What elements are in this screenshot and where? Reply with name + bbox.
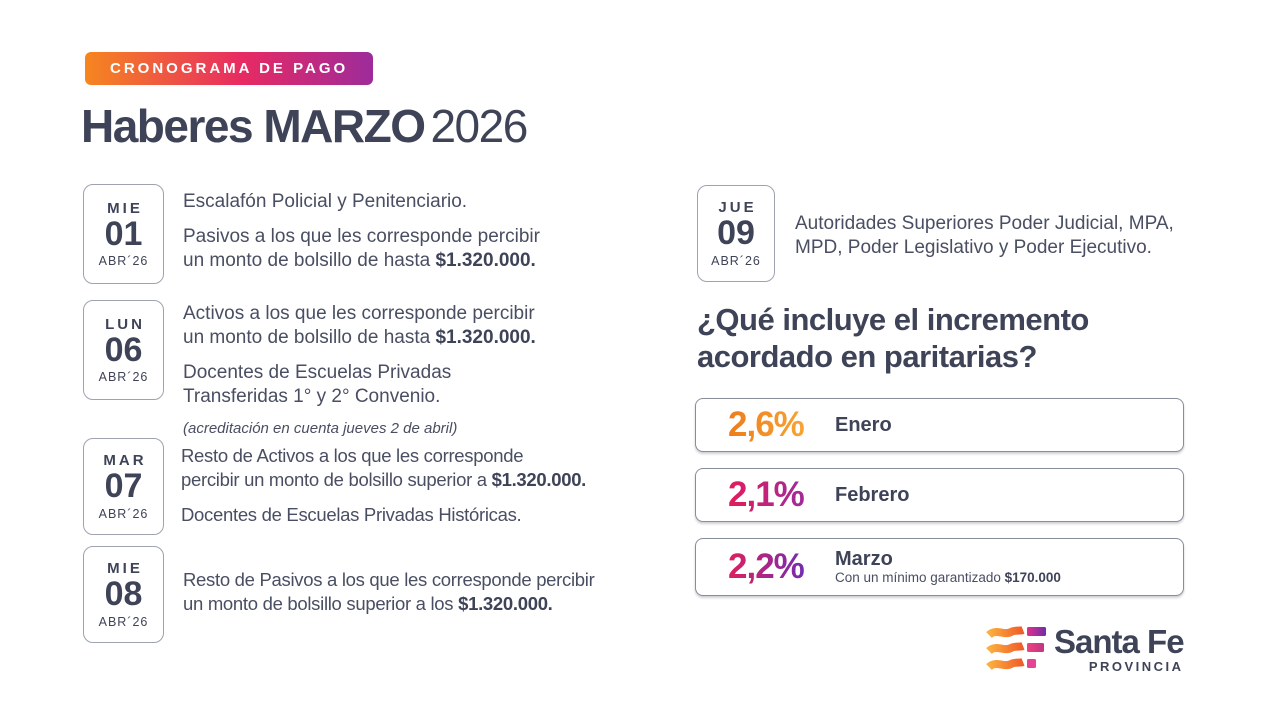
entry-text: Resto de Activos a los que les correspon…	[181, 445, 524, 490]
date-day-number: 08	[104, 575, 143, 614]
date-month-year: ABR´26	[98, 370, 149, 385]
date-day-name: LUN	[105, 315, 145, 333]
date-day-name: MAR	[103, 452, 147, 470]
guarantee-text: Con un mínimo garantizado	[835, 570, 1005, 585]
santafe-provincia: PROVINCIA	[1088, 659, 1184, 674]
date-day-name: MIE	[107, 199, 143, 217]
entry-paragraph: Pasivos a los que les corresponde percib…	[183, 225, 633, 273]
entry-text: Pasivos a los que les corresponde percib…	[183, 226, 540, 271]
entry-amount: $1.320.000.	[458, 593, 553, 614]
entry-text: Activos a los que les corresponde percib…	[183, 303, 535, 348]
entry-lun-06: Activos a los que les corresponde percib…	[183, 302, 633, 449]
entry-paragraph: Activos a los que les corresponde percib…	[183, 302, 633, 350]
santafe-name: Santa Fe	[1054, 623, 1185, 660]
date-month-year: ABR´26	[711, 253, 761, 268]
date-card-jue-09: JUE 09 ABR´26	[697, 185, 775, 282]
santafe-logo: Santa Fe PROVINCIA	[986, 623, 1185, 676]
page-title: Haberes MARZO 2026	[81, 99, 528, 153]
entry-text: Docentes de Escuelas Privadas Transferid…	[183, 362, 452, 407]
entry-paragraph: Autoridades Superiores Poder Judicial, M…	[795, 212, 1205, 260]
cronograma-badge: CRONOGRAMA DE PAGO	[85, 52, 374, 85]
increment-box-enero: 2,6% Enero	[695, 398, 1184, 452]
date-month-year: ABR´26	[98, 506, 149, 521]
entry-amount: $1.320.000.	[435, 250, 536, 271]
date-card-mie-01: MIE 01 ABR´26	[83, 184, 164, 284]
entry-text: Resto de Pasivos a los que les correspon…	[183, 569, 595, 614]
entry-amount: $1.320.000.	[491, 469, 587, 490]
paritarias-heading: ¿Qué incluye el incremento acordado en p…	[697, 302, 1089, 374]
date-card-mie-08: MIE 08 ABR´26	[83, 546, 164, 643]
increment-month: Marzo	[835, 548, 893, 570]
entry-mie-01: Escalafón Policial y Penitenciario. Pasi…	[183, 190, 633, 284]
increment-value: 2,6%	[728, 405, 823, 445]
increment-month: Enero	[835, 414, 892, 436]
increment-box-febrero: 2,1% Febrero	[695, 468, 1184, 522]
date-day-number: 06	[104, 330, 143, 369]
entry-amount: $1.320.000.	[435, 327, 536, 348]
increment-value: 2,2%	[728, 547, 823, 587]
cronograma-badge-label: CRONOGRAMA DE PAGO	[110, 60, 349, 77]
entry-jue-09: Autoridades Superiores Poder Judicial, M…	[795, 212, 1205, 271]
entry-text: Docentes de Escuelas Privadas Históricas…	[181, 504, 522, 525]
page-title-year: 2026	[430, 100, 528, 152]
increment-month: Febrero	[835, 484, 910, 506]
entry-paragraph: Docentes de Escuelas Privadas Históricas…	[181, 503, 641, 527]
entry-paragraph: Resto de Pasivos a los que les correspon…	[183, 568, 643, 616]
entry-paragraph: Resto de Activos a los que les correspon…	[181, 444, 641, 492]
increment-guarantee-note: Con un mínimo garantizado $170.000	[835, 570, 1061, 586]
entry-paragraph: Docentes de Escuelas Privadas Transferid…	[183, 361, 633, 409]
date-day-number: 09	[717, 214, 755, 253]
entry-text: Autoridades Superiores Poder Judicial, M…	[795, 213, 1174, 258]
increment-box-marzo: 2,2% Marzo Con un mínimo garantizado $17…	[695, 538, 1184, 596]
date-day-number: 07	[104, 467, 143, 506]
entry-mie-08: Resto de Pasivos a los que les correspon…	[183, 568, 643, 627]
date-day-name: JUE	[718, 199, 757, 217]
date-day-number: 01	[104, 214, 143, 253]
entry-mar-07: Resto de Activos a los que les correspon…	[181, 444, 641, 538]
page-title-main: Haberes MARZO	[81, 100, 426, 152]
date-card-lun-06: LUN 06 ABR´26	[83, 300, 164, 400]
increment-label: Enero	[835, 414, 892, 436]
date-month-year: ABR´26	[98, 614, 149, 629]
date-card-mar-07: MAR 07 ABR´26	[83, 438, 164, 535]
guarantee-amount: $170.000	[1004, 570, 1061, 585]
entry-paragraph: Escalafón Policial y Penitenciario.	[183, 190, 633, 214]
increment-label: Marzo Con un mínimo garantizado $170.000	[835, 548, 1061, 586]
date-month-year: ABR´26	[98, 254, 149, 269]
increment-label: Febrero	[835, 484, 909, 506]
increment-value: 2,1%	[728, 475, 823, 515]
entry-note: (acreditación en cuenta jueves 2 de abri…	[183, 420, 458, 437]
entry-text: Escalafón Policial y Penitenciario.	[183, 191, 468, 212]
santafe-flag-icon	[986, 626, 1046, 671]
date-day-name: MIE	[107, 560, 143, 578]
santafe-wordmark: Santa Fe PROVINCIA	[1054, 623, 1185, 674]
